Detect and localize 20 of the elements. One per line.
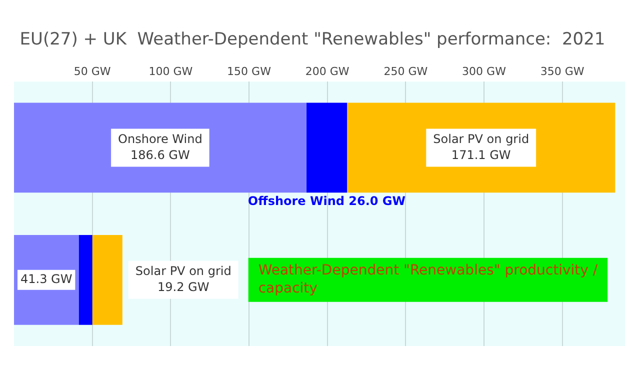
annotation: Weather-Dependent "Renewables" productivity / capacity <box>258 262 598 297</box>
data-label: 171.1 GW <box>451 148 511 162</box>
text: Solar PV on grid <box>433 132 530 146</box>
bar <box>78 234 92 325</box>
x-tick-label: 300 GW <box>462 64 506 78</box>
bar <box>306 102 348 193</box>
bar <box>92 234 122 325</box>
chart-title: EU(27) + UK Weather-Dependent "Renewables" performance: 2021 <box>20 30 606 50</box>
series-label: Onshore Wind <box>118 132 202 146</box>
x-tick-label: 250 GW <box>384 64 428 78</box>
x-tick-label: 150 GW <box>227 64 272 78</box>
x-tick-label: 350 GW <box>540 64 584 78</box>
data-label: 41.3 GW <box>20 272 72 286</box>
x-tick-label: 100 GW <box>148 64 193 78</box>
text: Offshore Wind 26.0 GW <box>248 194 406 208</box>
x-tick-label: 50 GW <box>74 64 111 78</box>
data-label: 19.2 GW <box>158 280 210 294</box>
data-label: 186.6 GW <box>130 148 190 162</box>
series-label: Solar PV on grid <box>135 264 232 278</box>
x-tick-label: 200 GW <box>305 64 350 78</box>
